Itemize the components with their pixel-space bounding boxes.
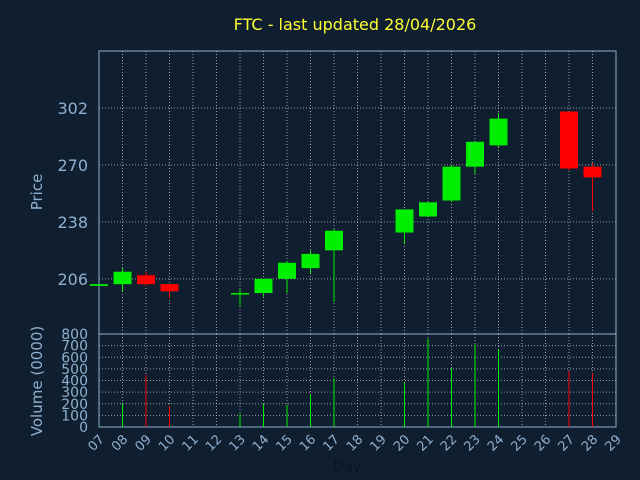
volume-tick-label: 100 — [61, 408, 88, 424]
candle-body-17 — [325, 230, 343, 251]
price-axis-ticks: 206 238 270 302 — [57, 99, 88, 289]
candle-body-22 — [442, 166, 461, 201]
volume-tick-label: 800 — [61, 327, 88, 343]
volume-panel-frame — [98, 333, 617, 428]
candle-body-07 — [90, 284, 108, 286]
candle-body-20 — [395, 209, 414, 233]
candle-body-08 — [113, 271, 132, 285]
candle-body-15 — [278, 262, 296, 279]
volume-bars — [98, 338, 593, 427]
candle-body-27 — [560, 111, 578, 169]
candle-body-28 — [583, 166, 602, 178]
volume-axis-label: Volume (0000) — [28, 326, 46, 436]
candle-body-14 — [254, 278, 273, 294]
price-tick-label: 206 — [57, 270, 88, 289]
volume-tick-label: 400 — [61, 374, 88, 390]
chart-title: FTC - last updated 28/04/2026 — [234, 15, 477, 34]
volume-tick-label: 500 — [61, 362, 88, 378]
candle-body-13 — [231, 293, 249, 295]
volume-tick-label: 700 — [61, 339, 88, 355]
price-tick-label: 238 — [57, 213, 88, 232]
price-tick-label: 302 — [57, 99, 88, 118]
price-panel-grid — [99, 51, 616, 334]
candle-body-16 — [301, 253, 320, 269]
candle-body-10 — [160, 284, 179, 292]
volume-tick-label: 600 — [61, 350, 88, 366]
candle-body-21 — [419, 202, 437, 217]
volume-tick-label: 300 — [61, 385, 88, 401]
price-tick-label: 270 — [57, 156, 88, 175]
price-candles — [90, 111, 602, 306]
candle-body-24 — [489, 118, 508, 146]
candle-body-23 — [466, 141, 484, 167]
candle-body-09 — [137, 275, 155, 285]
day-axis-label: Day — [333, 459, 361, 475]
volume-tick-label: 200 — [61, 397, 88, 413]
price-axis-label: Price — [28, 174, 46, 211]
day-axis-ticks: 07 08 09 10 11 12 13 14 15 16 17 18 19 20 21 22 23 24 25 26… — [86, 432, 625, 454]
volume-tick-label: 0 — [79, 420, 88, 436]
